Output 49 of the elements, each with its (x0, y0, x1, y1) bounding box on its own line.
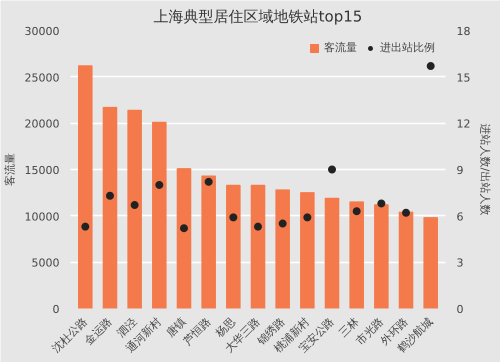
y-tick-label: 25000 (24, 71, 60, 84)
point (278, 220, 287, 228)
point (155, 180, 164, 189)
bar (300, 192, 315, 308)
bar (127, 110, 142, 308)
point (254, 222, 262, 231)
y-tick-label: 5000 (32, 256, 60, 270)
point (352, 207, 361, 216)
y2-tick-label: 6 (456, 210, 464, 224)
point (204, 178, 213, 186)
point (180, 224, 188, 232)
point (377, 199, 386, 208)
point (81, 222, 90, 231)
point (402, 208, 410, 217)
point (328, 166, 336, 174)
y2-axis-title: 进站人数/出站人数 (478, 124, 492, 216)
y-tick-label: 0 (52, 303, 60, 316)
y-tick-label: 20000 (24, 118, 60, 131)
y2-tick-label: 9 (456, 164, 464, 177)
bar (275, 189, 290, 308)
y2-tick-label: 18 (456, 25, 470, 38)
bar (102, 106, 118, 308)
bar (226, 184, 241, 308)
y2-tick-label: 15 (456, 71, 470, 84)
y-tick-label: 15000 (24, 164, 60, 177)
y-tick-label: 10000 (24, 210, 60, 224)
chart-title: 上海典型居住区域地铁站top15 (154, 8, 362, 26)
point (426, 62, 435, 70)
bar (176, 168, 192, 308)
y-tick-label: 30000 (24, 25, 60, 38)
bar (324, 198, 340, 308)
y2-tick-label: 3 (456, 256, 464, 270)
bar (398, 212, 414, 308)
legend-label: 客流量 (324, 40, 357, 55)
bar (78, 65, 93, 308)
point (130, 201, 139, 210)
bar (349, 201, 364, 308)
point (303, 213, 312, 222)
bar (201, 175, 216, 308)
bar (152, 122, 167, 308)
bar (423, 217, 438, 308)
y2-tick-label: 0 (456, 303, 464, 316)
legend-label: 进出站比例 (380, 40, 435, 55)
y-axis-title: 客流量 (4, 153, 17, 186)
y2-tick-label: 12 (456, 118, 470, 131)
bar (250, 184, 266, 308)
bar (374, 204, 389, 308)
point (106, 192, 114, 200)
point (229, 213, 238, 222)
